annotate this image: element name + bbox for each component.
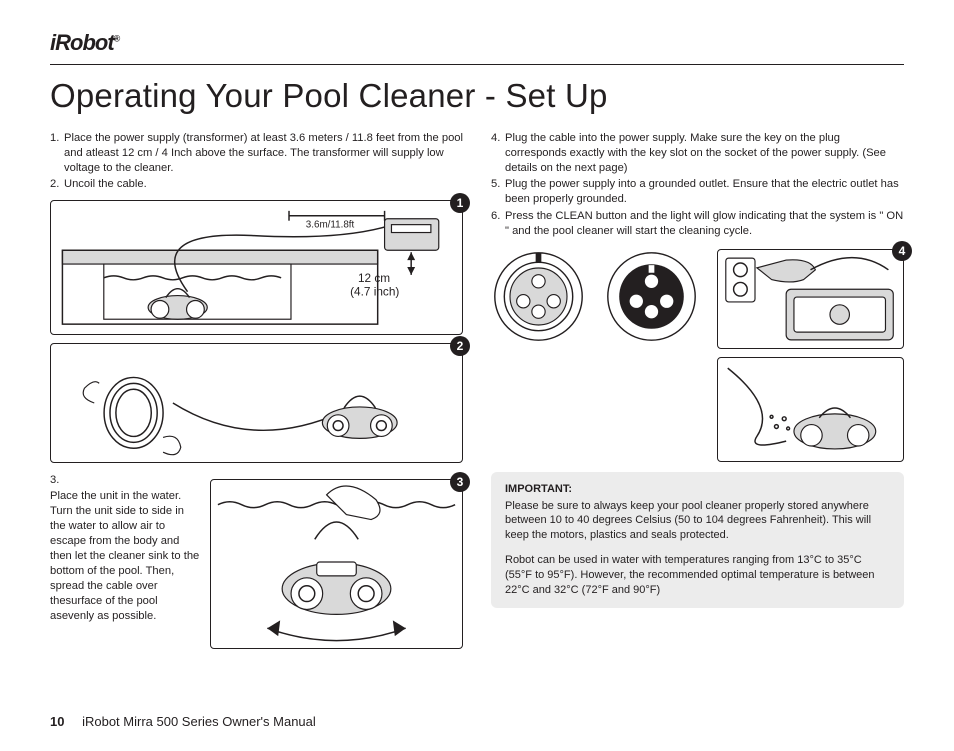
right-column: 4. Plug the cable into the power supply.… bbox=[491, 131, 904, 657]
step-text: Plug the cable into the power supply. Ma… bbox=[505, 131, 904, 176]
figure-badge-4: 4 bbox=[892, 241, 912, 261]
step-3: 3. Place the unit in the water. Turn the… bbox=[50, 471, 200, 657]
figure-badge-2: 2 bbox=[450, 336, 470, 356]
figure-4a-svg bbox=[718, 250, 903, 348]
step-5: 5. Plug the power supply into a grounded… bbox=[491, 177, 904, 207]
step-text: Plug the power supply into a grounded ou… bbox=[505, 177, 904, 207]
page-number: 10 bbox=[50, 714, 64, 729]
step-text: Place the power supply (transformer) at … bbox=[64, 131, 463, 176]
figure-2-svg bbox=[51, 344, 462, 462]
brand-logo: iRobot® bbox=[50, 30, 904, 56]
step-4: 4. Plug the cable into the power supply.… bbox=[491, 131, 904, 176]
page-footer: 10 iRobot Mirra 500 Series Owner's Manua… bbox=[50, 714, 316, 729]
step-text: Uncoil the cable. bbox=[64, 177, 463, 192]
left-column: 1. Place the power supply (transformer) … bbox=[50, 131, 463, 657]
step-number: 6. bbox=[491, 209, 505, 239]
figure-4a bbox=[717, 249, 904, 349]
figure-2: 2 bbox=[50, 343, 463, 463]
important-box: IMPORTANT: Please be sure to always keep… bbox=[491, 472, 904, 608]
step-text: Place the unit in the water. Turn the un… bbox=[50, 489, 200, 625]
brand-tm: ® bbox=[114, 34, 120, 44]
figure-4-stack: 4 bbox=[717, 249, 904, 462]
step-number: 5. bbox=[491, 177, 505, 207]
figure-1-svg: 3.6m/11.8ft 12 cm (4.7 inch) bbox=[51, 201, 462, 334]
figure-4b-svg bbox=[718, 358, 903, 461]
step-number: 1. bbox=[50, 131, 64, 176]
important-p1: Please be sure to always keep your pool … bbox=[505, 499, 890, 544]
figure-3-row: 3. Place the unit in the water. Turn the… bbox=[50, 471, 463, 657]
figure-1: 1 bbox=[50, 200, 463, 335]
dist-label: 3.6m/11.8ft bbox=[306, 220, 355, 231]
figure-badge-3: 3 bbox=[450, 472, 470, 492]
figure-badge-1: 1 bbox=[450, 193, 470, 213]
important-p2: Robot can be used in water with temperat… bbox=[505, 553, 890, 598]
h-label-b: (4.7 inch) bbox=[350, 285, 399, 299]
connector-female-icon bbox=[604, 249, 699, 344]
connector-male-icon bbox=[491, 249, 586, 344]
connector-row: 4 bbox=[491, 249, 904, 462]
step-number: 2. bbox=[50, 177, 64, 192]
step-2: 2. Uncoil the cable. bbox=[50, 177, 463, 192]
step-6: 6. Press the CLEAN button and the light … bbox=[491, 209, 904, 239]
right-steps: 4. Plug the cable into the power supply.… bbox=[491, 131, 904, 239]
content-columns: 1. Place the power supply (transformer) … bbox=[50, 131, 904, 657]
step-text: Press the CLEAN button and the light wil… bbox=[505, 209, 904, 239]
manual-title: iRobot Mirra 500 Series Owner's Manual bbox=[82, 714, 316, 729]
step-1: 1. Place the power supply (transformer) … bbox=[50, 131, 463, 176]
header-rule bbox=[50, 64, 904, 65]
figure-3-svg bbox=[211, 480, 462, 648]
important-title: IMPORTANT: bbox=[505, 482, 890, 497]
step-number: 3. bbox=[50, 473, 64, 488]
page-title: Operating Your Pool Cleaner - Set Up bbox=[50, 77, 904, 115]
left-steps: 1. Place the power supply (transformer) … bbox=[50, 131, 463, 192]
step-number: 4. bbox=[491, 131, 505, 176]
brand-text: iRobot bbox=[50, 30, 114, 55]
figure-3: 3 bbox=[210, 479, 463, 649]
h-label-a: 12 cm bbox=[358, 271, 390, 285]
figure-4b bbox=[717, 357, 904, 462]
